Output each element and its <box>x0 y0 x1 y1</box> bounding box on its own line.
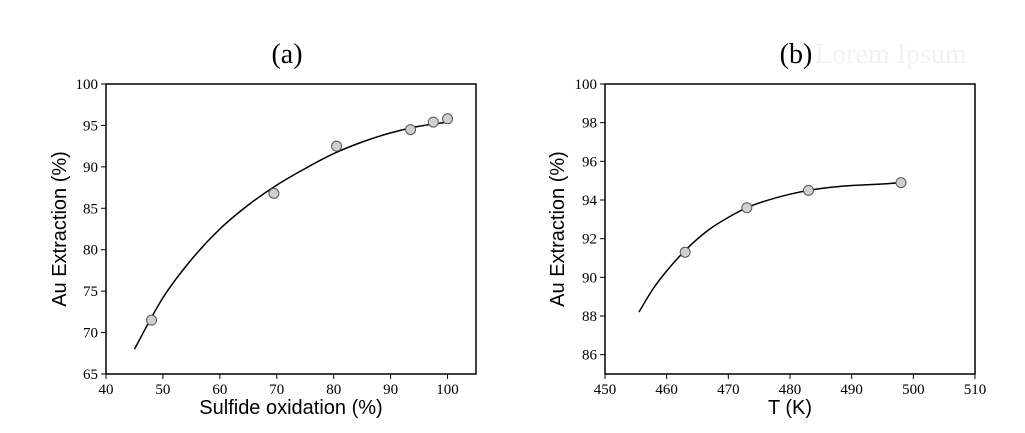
chart-b-ylabel: Au Extraction (%) <box>547 151 569 307</box>
chart-a: (a) Sulfide oxidation (%) Au Extraction … <box>49 39 477 419</box>
chart-b-xtick-label-6: 510 <box>964 382 987 398</box>
chart-a-title: (a) <box>271 39 302 70</box>
chart-a-ytick-label-7: 100 <box>76 77 99 93</box>
chart-b-xtick-label-1: 460 <box>655 382 678 398</box>
chart-b-ytick-label-0: 86 <box>582 348 598 364</box>
chart-b-ytick-label-6: 98 <box>582 116 597 132</box>
chart-a-data-point-5 <box>442 113 454 125</box>
chart-b-title: (b) <box>780 39 813 70</box>
chart-b-fit-curve <box>638 181 902 313</box>
chart-b-ytick-label-3: 92 <box>582 232 597 248</box>
chart-a-xtick-label-5: 90 <box>383 382 398 398</box>
chart-a-xlabel: Sulfide oxidation (%) <box>199 397 382 419</box>
chart-b-plot-frame <box>604 83 976 375</box>
chart-a-data-point-0 <box>146 314 158 326</box>
chart-a-ytick-label-0: 65 <box>83 367 98 383</box>
chart-b: (b) T (K) Au Extraction (%) 450 460 470 480… <box>547 39 986 419</box>
chart-a-plot-frame <box>105 83 477 375</box>
chart-a-data-point-2 <box>331 140 343 152</box>
chart-b-ytick-label-5: 96 <box>582 154 598 170</box>
chart-a-ytick-label-3: 80 <box>83 243 98 259</box>
chart-a-data-point-4 <box>427 116 439 128</box>
chart-b-data-point-1 <box>741 202 753 214</box>
chart-a-ytick-label-6: 95 <box>83 118 98 134</box>
chart-b-ytick-label-2: 90 <box>582 270 597 286</box>
chart-a-ylabel: Au Extraction (%) <box>49 151 71 307</box>
chart-a-data-point-3 <box>405 124 417 136</box>
chart-a-xtick-label-3: 70 <box>269 382 284 398</box>
chart-b-data-point-2 <box>803 184 814 196</box>
chart-a-xtick-label-1: 50 <box>155 382 170 398</box>
chart-a-ytick-label-2: 75 <box>83 284 98 300</box>
chart-b-data-point-3 <box>895 177 907 189</box>
chart-b-ytick-label-7: 100 <box>575 77 598 93</box>
chart-a-ytick-label-1: 70 <box>83 326 98 342</box>
chart-b-data-point-0 <box>679 246 691 258</box>
chart-a-ytick-label-5: 90 <box>83 160 98 176</box>
chart-a-xtick-label-0: 40 <box>99 382 114 398</box>
watermark-text: Lorem Ipsum <box>815 39 967 70</box>
chart-a-ytick-label-4: 85 <box>83 201 98 217</box>
chart-a-xtick-label-2: 60 <box>212 382 227 398</box>
chart-b-xtick-label-2: 470 <box>717 382 740 398</box>
chart-a-xtick-label-6: 100 <box>436 382 459 398</box>
chart-b-ytick-label-4: 94 <box>582 193 598 209</box>
chart-b-xtick-label-3: 480 <box>779 382 802 398</box>
chart-b-marks: 450 460 470 480 490 500 510 86 88 90 92 94 96 98 100 <box>575 77 987 398</box>
chart-a-xtick-label-4: 80 <box>326 382 341 398</box>
chart-b-ytick-label-1: 88 <box>582 309 597 325</box>
chart-b-xtick-label-0: 450 <box>594 382 617 398</box>
chart-b-xtick-label-4: 490 <box>840 382 863 398</box>
chart-b-xlabel: T (K) <box>768 397 812 419</box>
chart-a-marks: 40 50 60 70 80 90 100 65 70 75 80 85 90 95 100 <box>76 77 459 398</box>
chart-a-data-point-1 <box>268 187 280 199</box>
chart-a-fit-curve <box>133 121 448 350</box>
chart-b-xtick-label-5: 500 <box>902 382 925 398</box>
